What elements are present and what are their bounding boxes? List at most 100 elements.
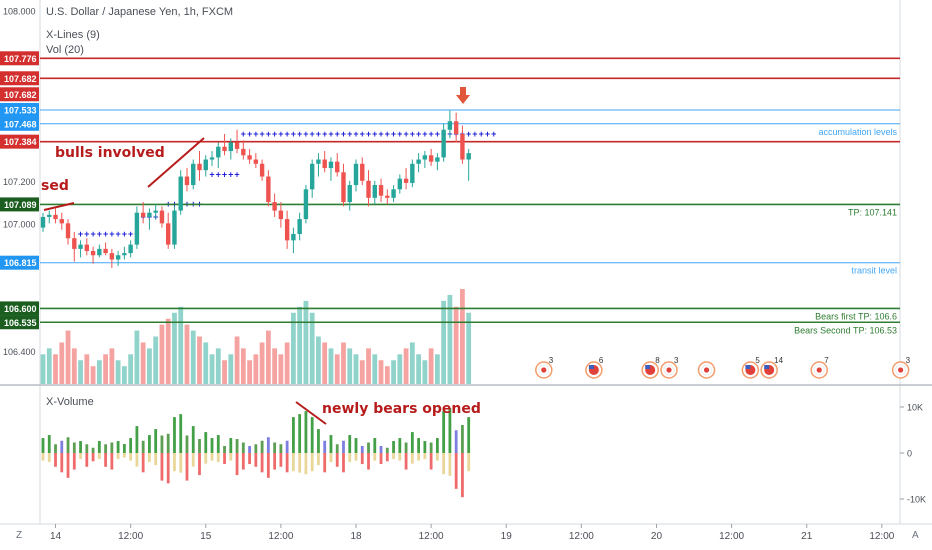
candle-body[interactable] xyxy=(65,223,71,239)
level-line-label[interactable]: accumulation levels xyxy=(818,127,897,137)
bears-trend-line[interactable] xyxy=(295,401,327,425)
economic-event-marker[interactable] xyxy=(697,361,716,379)
candle-body[interactable] xyxy=(172,210,177,245)
annotation-bears[interactable]: newly bears opened xyxy=(322,401,481,417)
candle-body[interactable] xyxy=(335,161,340,173)
candle-body[interactable] xyxy=(228,142,233,152)
candle-body[interactable] xyxy=(184,176,190,186)
price-tag[interactable]: 107.089 xyxy=(0,197,39,212)
level-line-label[interactable]: Bears first TP: 106.6 xyxy=(815,311,897,321)
candle-body[interactable] xyxy=(47,214,52,217)
candle-body[interactable] xyxy=(109,253,115,260)
candle-body[interactable] xyxy=(53,214,58,220)
candle-body[interactable] xyxy=(59,219,64,224)
price-tag[interactable]: 107.533 xyxy=(0,102,39,117)
candle-body[interactable] xyxy=(466,153,471,160)
candle-body[interactable] xyxy=(97,248,102,256)
candle-body[interactable] xyxy=(247,155,252,160)
level-line-label[interactable]: TP: 107.141 xyxy=(848,207,897,217)
bulls-trend-line[interactable] xyxy=(147,137,205,188)
candle-body[interactable] xyxy=(360,163,365,181)
candle-body[interactable] xyxy=(372,185,377,198)
candle-body[interactable] xyxy=(72,238,77,249)
candle-body[interactable] xyxy=(447,121,453,130)
candle-body[interactable] xyxy=(441,129,446,158)
candle-body[interactable] xyxy=(422,155,428,160)
economic-event-marker[interactable]: 8 xyxy=(641,356,660,379)
candle-body[interactable] xyxy=(309,163,315,190)
candle-body[interactable] xyxy=(453,121,459,135)
candle-body[interactable] xyxy=(90,250,96,256)
price-tag[interactable]: 107.682 xyxy=(0,87,39,102)
candle-body[interactable] xyxy=(234,142,240,149)
candle-body[interactable] xyxy=(272,202,277,211)
price-tag[interactable]: 107.468 xyxy=(0,116,39,131)
candle-body[interactable] xyxy=(366,180,371,198)
annotation-sed[interactable]: sed xyxy=(41,178,69,194)
economic-event-marker[interactable]: 14 xyxy=(760,356,784,379)
price-tag[interactable]: 106.600 xyxy=(0,301,39,316)
sed-trend-line[interactable] xyxy=(43,202,75,211)
candle-body[interactable] xyxy=(122,253,127,256)
candle-body[interactable] xyxy=(40,216,46,228)
candle-body[interactable] xyxy=(134,212,140,245)
candle-body[interactable] xyxy=(347,185,352,203)
candle-body[interactable] xyxy=(191,163,196,186)
candle-body[interactable] xyxy=(153,210,158,213)
candle-body[interactable] xyxy=(216,146,221,158)
economic-event-marker[interactable]: 7 xyxy=(810,356,829,379)
candle-body[interactable] xyxy=(378,185,384,196)
price-tag[interactable]: 107.776 xyxy=(0,51,39,66)
candle-body[interactable] xyxy=(410,163,415,183)
economic-event-marker[interactable]: 3 xyxy=(535,356,554,379)
candle-body[interactable] xyxy=(241,148,246,156)
price-axis[interactable]: 108.000 107.200 107.000 106.400 xyxy=(3,7,36,357)
candle-body[interactable] xyxy=(303,189,309,220)
price-tag[interactable]: 106.815 xyxy=(0,255,39,270)
level-line-label[interactable]: Bears Second TP: 106.53 xyxy=(794,325,897,335)
candle-body[interactable] xyxy=(103,248,108,254)
candle-body[interactable] xyxy=(128,244,133,254)
economic-event-marker[interactable]: 6 xyxy=(585,356,604,379)
auto-scale-right-button[interactable]: A xyxy=(912,530,919,541)
candle-body[interactable] xyxy=(284,219,290,241)
candle-body[interactable] xyxy=(460,134,465,160)
price-tag[interactable]: 107.682 xyxy=(0,71,39,86)
candle-body[interactable] xyxy=(435,157,440,162)
lower-pane-title[interactable]: X-Volume xyxy=(46,396,94,408)
candle-body[interactable] xyxy=(166,223,171,245)
candle-body[interactable] xyxy=(84,244,90,251)
candle-body[interactable] xyxy=(391,189,396,198)
candle-body[interactable] xyxy=(178,176,183,211)
candle-body[interactable] xyxy=(385,195,390,198)
candle-body[interactable] xyxy=(297,219,302,234)
candle-body[interactable] xyxy=(328,161,334,169)
candle-body[interactable] xyxy=(322,159,327,169)
economic-event-marker[interactable]: 5 xyxy=(741,356,760,379)
candle-body[interactable] xyxy=(316,159,321,164)
volume-axis[interactable]: 10K 0 -10K xyxy=(900,403,926,505)
down-arrow-icon[interactable] xyxy=(456,87,470,104)
candle-body[interactable] xyxy=(209,157,215,160)
candle-body[interactable] xyxy=(147,212,152,217)
level-line-label[interactable]: transit level xyxy=(851,266,897,276)
candle-body[interactable] xyxy=(341,172,346,203)
candle-body[interactable] xyxy=(203,159,208,171)
candle-body[interactable] xyxy=(291,233,296,241)
candle-body[interactable] xyxy=(197,163,202,171)
candle-body[interactable] xyxy=(259,163,265,177)
candle-body[interactable] xyxy=(416,159,421,164)
candle-body[interactable] xyxy=(403,178,409,183)
candle-body[interactable] xyxy=(353,163,359,186)
indicator-x-lines[interactable]: X-Lines (9) xyxy=(46,29,100,41)
price-tag[interactable]: 106.535 xyxy=(0,315,39,330)
candle-body[interactable] xyxy=(115,255,121,260)
candle-body[interactable] xyxy=(428,155,434,162)
candle-body[interactable] xyxy=(140,212,146,217)
candle-body[interactable] xyxy=(253,159,259,164)
time-axis[interactable]: 14 12:00 15 12:00 18 12:00 19 12:00 20 12:00 21 12:… xyxy=(50,524,895,542)
indicator-volume[interactable]: Vol (20) xyxy=(46,44,84,56)
candle-body[interactable] xyxy=(397,178,403,190)
candle-body[interactable] xyxy=(78,244,83,249)
economic-event-marker[interactable]: 3 xyxy=(660,356,679,379)
